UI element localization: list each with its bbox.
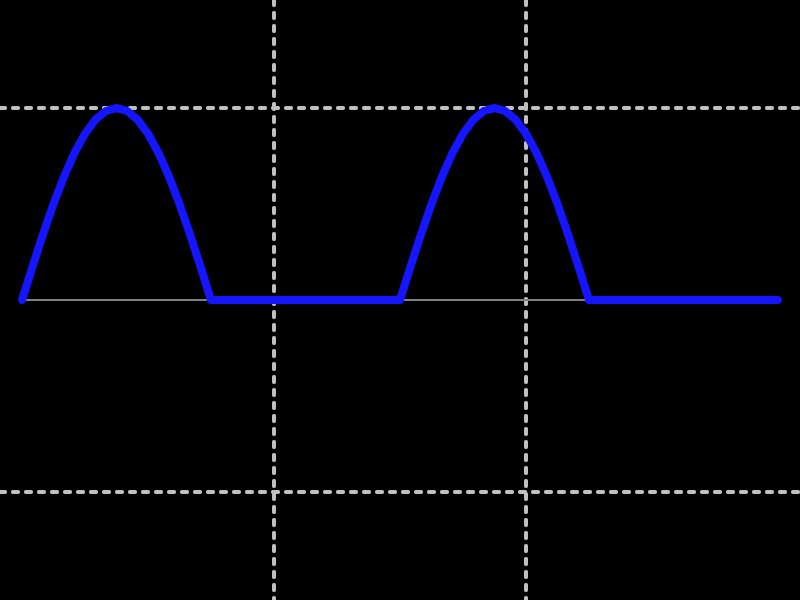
- chart-svg: [0, 0, 800, 600]
- chart-container: [0, 0, 800, 600]
